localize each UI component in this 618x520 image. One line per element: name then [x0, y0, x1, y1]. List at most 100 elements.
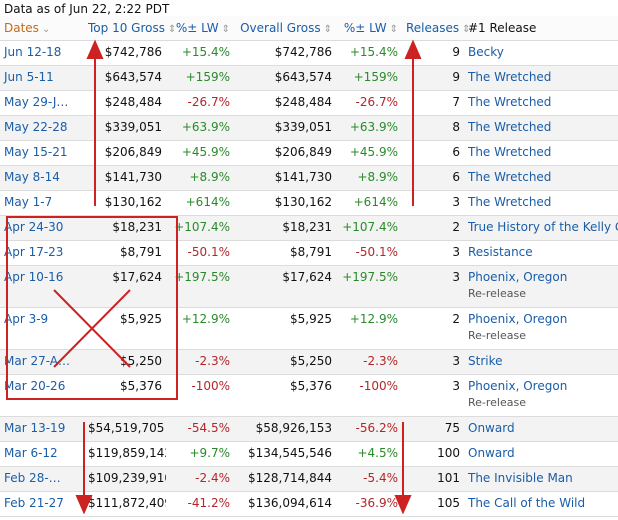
no1-release-link[interactable]: Strike — [468, 354, 503, 368]
release-count: 101 — [402, 466, 464, 492]
overall-gross: $134,545,546 — [234, 441, 336, 467]
pct-change-top10: +8.9% — [166, 165, 234, 191]
no1-release-link[interactable]: The Wretched — [468, 70, 552, 84]
sort-icon: ⇕ — [389, 24, 398, 35]
table-row: Apr 3-9 $5,925 +12.9% $5,925 +12.9% 2 Phoenix,… — [0, 307, 618, 350]
top10-gross: $742,786 — [84, 40, 166, 66]
top10-gross: $643,574 — [84, 65, 166, 91]
pct-change-top10: +107.4% — [166, 215, 234, 241]
table-row: Mar 20-26 $5,376 -100% $5,376 -100% 3 Phoenix,… — [0, 374, 618, 417]
pct-change-overall: +4.5% — [336, 441, 402, 467]
pct-change-overall: -26.7% — [336, 90, 402, 116]
column-header-no1-release: #1 Release — [464, 16, 618, 41]
date-range-link[interactable]: Mar 20-26 — [4, 379, 66, 393]
pct-change-overall: -56.2% — [336, 416, 402, 442]
date-range-link[interactable]: Apr 17-23 — [4, 245, 64, 259]
top10-gross: $130,162 — [84, 190, 166, 216]
column-header-top10[interactable]: Top 10 Gross ⇕ — [84, 16, 176, 41]
date-range-link[interactable]: Mar 6-12 — [4, 446, 58, 460]
weekly-box-office-table: Dates ⌄ Top 10 Gross ⇕ %± LW ⇕ Overall Gros… — [0, 16, 618, 517]
no1-release-link[interactable]: The Call of the Wild — [468, 496, 586, 510]
top10-gross: $206,849 — [84, 140, 166, 166]
no1-release-link[interactable]: True History of the Kelly Gang — [468, 220, 618, 234]
date-range-link[interactable]: Jun 12-18 — [4, 45, 62, 59]
pct-change-overall: +8.9% — [336, 165, 402, 191]
no1-release-link[interactable]: The Wretched — [468, 95, 552, 109]
table-row: May 1-7 $130,162 +614% $130,162 +614% 3 The Wr… — [0, 190, 618, 216]
table-row: Jun 12-18 $742,786 +15.4% $742,786 +15.4% 9 Be… — [0, 40, 618, 66]
no1-release-link[interactable]: Onward — [468, 446, 515, 460]
column-header-pct-lw-1[interactable]: %± LW ⇕ — [166, 16, 234, 41]
table-row: May 22-28 $339,051 +63.9% $339,051 +63.9% 8 Th… — [0, 115, 618, 141]
date-range-link[interactable]: Jun 5-11 — [4, 70, 54, 84]
pct-change-overall: +63.9% — [336, 115, 402, 141]
sort-icon: ⇕ — [221, 24, 230, 35]
release-count: 3 — [402, 190, 464, 216]
overall-gross: $5,250 — [234, 349, 336, 375]
date-range-link[interactable]: Apr 10-16 — [4, 270, 64, 284]
top10-gross: $5,250 — [84, 349, 166, 375]
pct-change-top10: -2.4% — [166, 466, 234, 492]
overall-gross: $130,162 — [234, 190, 336, 216]
overall-gross: $136,094,614 — [234, 491, 336, 517]
table-row: Apr 24-30 $18,231 +107.4% $18,231 +107.4% 2 Tr… — [0, 215, 618, 241]
date-range-link[interactable]: Mar 13-19 — [4, 421, 66, 435]
no1-release-link[interactable]: Resistance — [468, 245, 533, 259]
no1-release-link[interactable]: The Invisible Man — [468, 471, 573, 485]
pct-change-top10: +63.9% — [166, 115, 234, 141]
pct-change-top10: +614% — [166, 190, 234, 216]
overall-gross: $206,849 — [234, 140, 336, 166]
no1-release-link[interactable]: The Wretched — [468, 195, 552, 209]
table-row: May 15-21 $206,849 +45.9% $206,849 +45.9% 6 Th… — [0, 140, 618, 166]
pct-change-top10: +9.7% — [166, 441, 234, 467]
release-count: 9 — [402, 40, 464, 66]
table-row: May 8-14 $141,730 +8.9% $141,730 +8.9% 6 The W… — [0, 165, 618, 191]
pct-change-overall: +107.4% — [336, 215, 402, 241]
no1-release-link[interactable]: Phoenix, Oregon — [468, 379, 568, 393]
column-header-pct-lw-2[interactable]: %± LW ⇕ — [336, 16, 402, 41]
sort-icon: ⇕ — [462, 24, 471, 35]
top10-gross: $8,791 — [84, 240, 166, 266]
date-range-link[interactable]: Apr 3-9 — [4, 312, 49, 326]
pct-change-top10: -54.5% — [166, 416, 234, 442]
release-count: 75 — [402, 416, 464, 442]
overall-gross: $17,624 — [234, 265, 336, 308]
column-header-dates[interactable]: Dates ⌄ — [0, 16, 84, 41]
table-row: Mar 27-A… $5,250 -2.3% $5,250 -2.3% 3 Strike — [0, 349, 618, 375]
release-count: 100 — [402, 441, 464, 467]
date-range-link[interactable]: May 8-14 — [4, 170, 60, 184]
column-header-overall[interactable]: Overall Gross ⇕ — [234, 16, 336, 41]
no1-release-link[interactable]: Onward — [468, 421, 515, 435]
date-range-link[interactable]: Mar 27-A… — [4, 354, 70, 368]
table-row: Apr 10-16 $17,624 +197.5% $17,624 +197.5% 3 Ph… — [0, 265, 618, 308]
date-range-link[interactable]: Apr 24-30 — [4, 220, 64, 234]
sort-icon: ⇕ — [167, 24, 177, 35]
no1-release-link[interactable]: Phoenix, Oregon — [468, 312, 568, 326]
date-range-link[interactable]: May 29-J… — [4, 95, 69, 109]
no1-release-link[interactable]: Becky — [468, 45, 504, 59]
date-range-link[interactable]: May 15-21 — [4, 145, 68, 159]
overall-gross: $742,786 — [234, 40, 336, 66]
top10-gross: $119,859,142 — [84, 441, 166, 467]
date-range-link[interactable]: Feb 28-… — [4, 471, 61, 485]
table-row: Mar 13-19 $54,519,705 -54.5% $58,926,153 -56… — [0, 416, 618, 442]
release-count: 3 — [402, 265, 464, 308]
pct-change-top10: +45.9% — [166, 140, 234, 166]
date-range-link[interactable]: May 22-28 — [4, 120, 68, 134]
no1-release-link[interactable]: The Wretched — [468, 145, 552, 159]
pct-change-top10: +15.4% — [166, 40, 234, 66]
no1-release-link[interactable]: The Wretched — [468, 170, 552, 184]
date-range-link[interactable]: May 1-7 — [4, 195, 53, 209]
pct-change-top10: +12.9% — [166, 307, 234, 350]
pct-change-overall: -100% — [336, 374, 402, 417]
release-count: 6 — [402, 140, 464, 166]
table-row: Feb 21-27 $111,872,409 -41.2% $136,094,614-… — [0, 491, 618, 517]
column-header-releases[interactable]: Releases ⇕ — [402, 16, 471, 41]
no1-release-link[interactable]: The Wretched — [468, 120, 552, 134]
release-count: 9 — [402, 65, 464, 91]
data-timestamp: Data as of Jun 22, 2:22 PDT — [4, 2, 170, 16]
release-count: 3 — [402, 240, 464, 266]
date-range-link[interactable]: Feb 21-27 — [4, 496, 64, 510]
no1-release-link[interactable]: Phoenix, Oregon — [468, 270, 568, 284]
overall-gross: $18,231 — [234, 215, 336, 241]
